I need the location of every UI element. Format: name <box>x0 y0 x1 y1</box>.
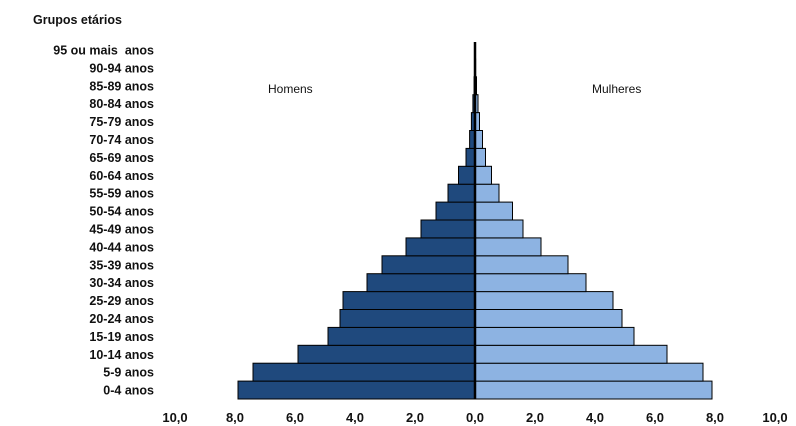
bar-homens <box>237 380 476 400</box>
bar-homens <box>435 201 476 221</box>
bar-homens <box>420 219 476 239</box>
category-label: 95 ou mais anos <box>53 43 154 57</box>
x-tick-label: 2,0 <box>526 410 544 425</box>
x-tick-labels: 10,0 8,0 6,0 4,0 2,0 0,0 2,0 4,0 6,0 8,0 10,0 <box>162 410 787 425</box>
category-labels: 0-4 anos 5-9 anos 10-14 anos 15-19 anos 20-2… <box>53 43 154 397</box>
bar-mulheres <box>474 291 614 311</box>
bar-mulheres <box>474 309 623 328</box>
bar-homens <box>366 273 476 293</box>
bar-mulheres <box>474 183 500 203</box>
bar-mulheres <box>474 255 569 275</box>
x-tick-label: 0,0 <box>466 410 484 425</box>
x-tick-label: 8,0 <box>226 410 244 425</box>
x-tick-label: 6,0 <box>286 410 304 425</box>
bar-homens <box>381 255 476 275</box>
x-tick-label: 8,0 <box>706 410 724 425</box>
category-label: 15-19 anos <box>89 330 154 344</box>
bar-mulheres <box>474 362 704 382</box>
category-label: 60-64 anos <box>89 169 154 183</box>
category-label: 85-89 anos <box>89 79 154 93</box>
category-label: 35-39 anos <box>89 258 154 272</box>
bar-mulheres <box>474 201 513 221</box>
bar-mulheres <box>474 326 635 346</box>
bar-homens <box>465 147 476 167</box>
bar-mulheres <box>474 237 542 257</box>
category-label: 50-54 anos <box>89 205 154 219</box>
bar-homens <box>447 183 476 203</box>
x-tick-label: 10,0 <box>162 410 187 425</box>
legend-homens: Homens <box>268 82 313 96</box>
category-label: 80-84 anos <box>89 97 154 111</box>
bar-mulheres <box>474 147 486 167</box>
bar-homens <box>342 291 476 311</box>
bar-mulheres <box>474 165 492 185</box>
bar-mulheres <box>474 380 713 400</box>
bar-mulheres <box>474 219 524 239</box>
category-label: 10-14 anos <box>89 348 154 362</box>
bar-homens <box>327 326 476 346</box>
y-axis-title: Grupos etários <box>33 13 122 27</box>
x-tick-label: 2,0 <box>406 410 424 425</box>
category-label: 45-49 anos <box>89 222 154 236</box>
category-label: 90-94 anos <box>89 61 154 75</box>
x-tick-label: 6,0 <box>646 410 664 425</box>
x-tick-label: 4,0 <box>346 410 364 425</box>
bar-homens <box>458 165 476 185</box>
category-label: 75-79 anos <box>89 115 154 129</box>
bar-homens <box>405 237 476 257</box>
legend-mulheres: Mulheres <box>592 82 641 96</box>
category-label: 20-24 anos <box>89 312 154 326</box>
category-label: 40-44 anos <box>89 240 154 254</box>
category-label: 0-4 anos <box>103 384 154 398</box>
bar-homens <box>252 362 476 382</box>
category-label: 70-74 anos <box>89 133 154 147</box>
category-label: 5-9 anos <box>103 366 154 380</box>
x-tick-label: 10,0 <box>762 410 787 425</box>
category-label: 65-69 anos <box>89 151 154 165</box>
bar-homens <box>339 309 476 328</box>
x-tick-label: 4,0 <box>586 410 604 425</box>
category-label: 55-59 anos <box>89 187 154 201</box>
bar-mulheres <box>474 344 668 364</box>
bar-mulheres <box>474 273 587 293</box>
bar-homens <box>297 344 476 364</box>
category-label: 25-29 anos <box>89 294 154 308</box>
category-label: 30-34 anos <box>89 276 154 290</box>
